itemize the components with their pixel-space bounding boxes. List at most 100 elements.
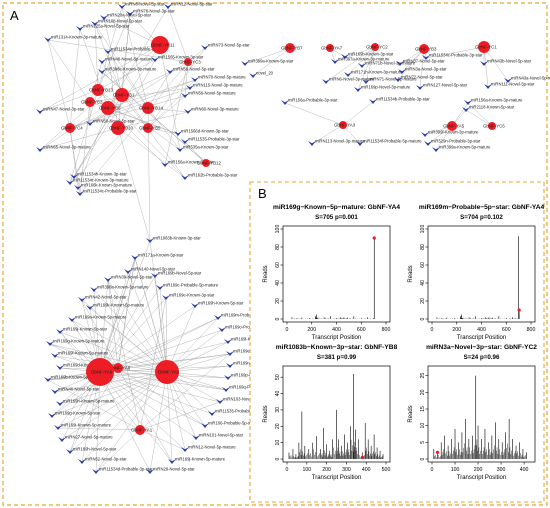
mirna-node: miRN20a-Novel-5p-star xyxy=(100,13,152,20)
target-node: GbNF-YB1 xyxy=(113,88,135,102)
network-edge xyxy=(107,51,149,109)
mirna-node: miRN8-Novel-5p-star xyxy=(118,2,165,9)
mirna-label: miRN125a-Novel-5p-star xyxy=(83,24,130,29)
mirna-node: miRN3a-Novel-3p-star xyxy=(398,67,447,74)
y-tick-label: 40 xyxy=(275,391,281,397)
x-axis-label: Transcript Position xyxy=(312,475,361,481)
mirna-node: miR535a-Known-3p-star xyxy=(176,145,229,152)
mirna-arrow-icon xyxy=(224,375,232,380)
mirna-arrow-icon xyxy=(214,315,222,320)
mirna-arrow-icon xyxy=(421,132,429,137)
mirna-node: miRN125a-Novel-5p-star xyxy=(76,24,130,31)
mirna-label: miRN65-Novel-3p-mature xyxy=(43,145,91,150)
network-edge xyxy=(147,107,189,113)
mirna-node: miR169g-Known-5p-star xyxy=(48,411,101,418)
mirna-arrow-icon xyxy=(394,77,402,82)
mirna-node: miRN73-Novel-5p-star xyxy=(201,43,250,50)
mirna-arrow-icon xyxy=(176,147,184,152)
mirna-arrow-icon xyxy=(484,84,492,89)
mirna-node: miR1565-Known-3p-star xyxy=(151,55,204,62)
network-edge xyxy=(483,46,489,88)
mirna-arrow-icon xyxy=(398,69,406,74)
mirna-arrow-icon xyxy=(432,147,440,152)
network-edge xyxy=(147,107,181,151)
mirna-node: miRN60-Novel-3p-mature xyxy=(184,107,239,114)
mirna-node: miR11534c-Known-3p-mature xyxy=(66,178,129,185)
target-node: GbNF-YA8 xyxy=(109,363,131,373)
x-tick-label: 0 xyxy=(431,327,434,333)
mirna-label: miRN37-Novel-5p-star xyxy=(403,59,445,64)
network-edge xyxy=(99,371,186,451)
y-axis-label: Reads xyxy=(263,265,269,282)
mirna-arrow-icon xyxy=(56,401,64,406)
network-edge xyxy=(149,371,168,473)
mirna-label: miRN140-Novel-5p-star xyxy=(131,267,176,272)
y-tick-label: 40 xyxy=(420,280,426,286)
mirna-arrow-icon xyxy=(58,437,66,442)
target-label: GbNF-YA6 xyxy=(91,370,113,375)
network-edge xyxy=(139,429,186,451)
mirna-label: miR169g-Known-5p-mature xyxy=(53,339,105,344)
panel-b-frame xyxy=(249,181,545,503)
network-edge xyxy=(79,101,91,195)
mirna-label: miRN48-Novel-5p-mature xyxy=(105,57,153,62)
mirna-arrow-icon xyxy=(100,15,108,20)
network-edge xyxy=(107,107,166,166)
target-label: GbNF-YA5 xyxy=(443,124,465,129)
network-edge xyxy=(97,59,156,91)
mirna-arrow-icon xyxy=(146,469,154,474)
mirna-arrow-icon xyxy=(181,139,189,144)
mirna-arrow-icon xyxy=(181,447,189,452)
mirna-arrow-icon xyxy=(66,180,74,185)
mirna-node: miR169h-Novel-5p-star xyxy=(66,447,117,454)
network-edge xyxy=(69,127,81,195)
mirna-node: miR169p-Novel-3p-mature xyxy=(354,85,411,92)
network-edge xyxy=(347,46,376,76)
mirna-node: miRN12-Novel-5p-star xyxy=(164,2,213,9)
mirna-arrow-icon xyxy=(356,141,364,146)
mirna-label: miR169h-Known-5p-mature xyxy=(63,399,115,404)
network-edge xyxy=(71,319,168,373)
mirna-label: miR11534d-Probable-3p-star xyxy=(99,467,153,472)
y-tick-label: 100 xyxy=(420,225,426,234)
mirna-label: miR11534c-Known-3p-mature xyxy=(73,178,129,183)
mirna-node: miR169b-Known-5p-mature xyxy=(44,375,103,382)
mirna-arrow-icon xyxy=(66,449,74,454)
mirna-arrow-icon xyxy=(464,100,472,105)
y-tick-label: 25 xyxy=(420,373,426,379)
mirna-arrow-icon xyxy=(192,435,200,440)
mirna-label: miR171a-Known-5p-star xyxy=(138,253,184,258)
mirna-node: miRN47-Novel-3p-star xyxy=(36,107,85,114)
target-label: GbNF-YA1 xyxy=(131,428,153,433)
network-edge xyxy=(117,257,136,369)
mirna-arrow-icon xyxy=(222,387,230,392)
mirna-arrow-icon xyxy=(56,329,64,334)
network-edge xyxy=(117,127,186,179)
x-axis-label: Transcript Position xyxy=(457,475,506,481)
network-edge xyxy=(77,107,109,189)
mirna-arrow-icon xyxy=(281,100,289,105)
network-edge xyxy=(97,6,123,91)
t-plot: miR169g−Known−5p−mature: GbNF-YA4 S=705 p… xyxy=(263,204,400,341)
mirna-node: miR166k-Known-3p-mature xyxy=(74,183,133,190)
network-edge xyxy=(166,371,186,451)
y-axis-label: Reads xyxy=(263,405,269,422)
mirna-label: miR399f-Known-3p-mature xyxy=(428,130,479,135)
mirna-label: miRN101-Novel-5p-star xyxy=(199,433,244,438)
mirna-arrow-icon xyxy=(191,303,199,308)
mirna-node: miRN108-Novel-5p-star xyxy=(91,19,143,26)
mirna-arrow-icon xyxy=(118,4,126,9)
mirna-arrow-icon xyxy=(341,54,349,59)
mirna-label: miRN43a-Novel-5p-mature xyxy=(511,76,550,81)
mirna-label: miR169e-Known-3p-star xyxy=(169,293,215,298)
mirna-node: miR169h-Known-5p-mature xyxy=(56,399,115,406)
network-edge xyxy=(365,46,376,83)
mirna-node: miR11534h-Known-3p-star xyxy=(70,172,127,179)
mirna-node: miRN113-Novel-3p-mature xyxy=(308,139,365,146)
mirna-node: miR169b-Novel-5p-star xyxy=(151,271,202,278)
mirna-node: miR171a-Known-5p-star xyxy=(131,253,184,260)
network-edge xyxy=(397,48,425,81)
x-tick-label: 0 xyxy=(431,467,434,473)
network-edge xyxy=(425,46,485,59)
x-tick-label: 100 xyxy=(451,467,460,473)
